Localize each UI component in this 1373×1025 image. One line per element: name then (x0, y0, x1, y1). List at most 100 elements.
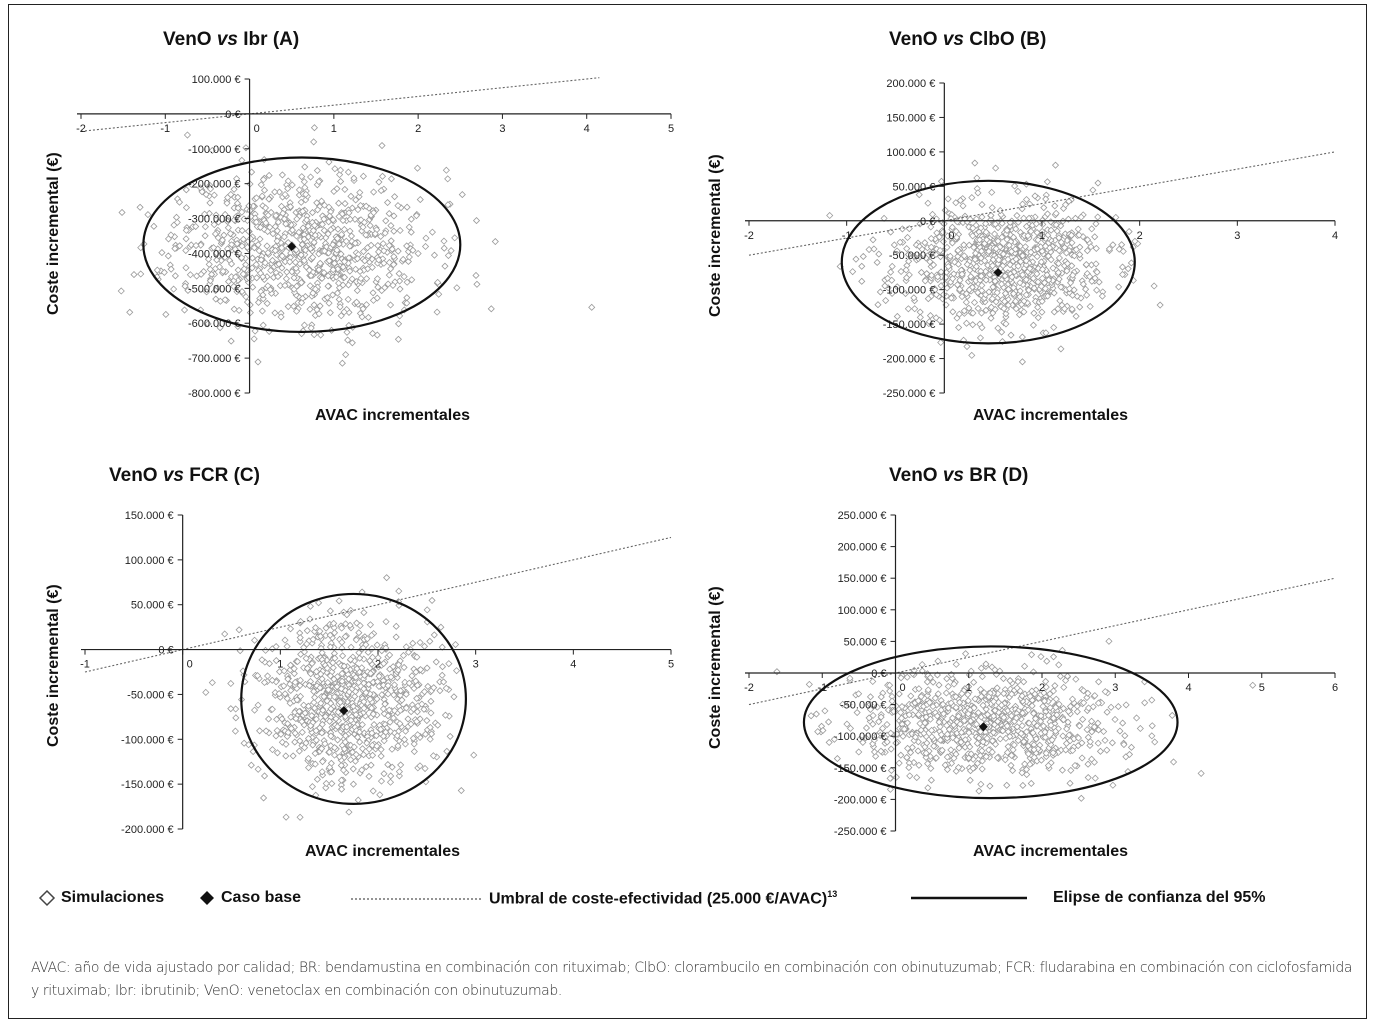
simulation-point (417, 666, 425, 674)
simulation-point (1098, 292, 1106, 300)
simulation-point (951, 258, 959, 266)
simulation-point (457, 786, 465, 795)
simulation-point (1037, 282, 1045, 290)
simulation-point (1063, 725, 1071, 733)
simulation-point (330, 629, 339, 637)
simulation-point (384, 761, 392, 769)
y-tick-label: 150.000 € (886, 112, 935, 124)
simulation-point (923, 270, 931, 278)
simulation-point (278, 244, 286, 252)
simulation-point (384, 712, 392, 720)
simulation-point (390, 227, 398, 235)
simulation-point (939, 228, 947, 236)
x-tick-label: 5 (668, 123, 674, 135)
simulation-point (923, 678, 931, 686)
simulation-point (365, 772, 373, 780)
simulation-point (291, 258, 300, 266)
simulation-point (928, 733, 936, 741)
simulation-point (337, 776, 346, 784)
simulation-point (305, 764, 313, 772)
simulation-point (221, 210, 229, 219)
simulation-point (373, 742, 381, 750)
simulation-point (264, 672, 272, 680)
simulation-point (1085, 704, 1093, 712)
simulation-point (1116, 727, 1124, 735)
simulation-point (396, 226, 404, 235)
simulation-point (318, 649, 326, 657)
simulation-point (1016, 293, 1024, 301)
simulation-point (275, 690, 283, 698)
simulation-point (1032, 735, 1040, 743)
simulation-point (356, 738, 364, 746)
simulation-point (959, 202, 967, 210)
simulation-point (1079, 280, 1087, 288)
simulation-point (278, 715, 286, 723)
simulation-point (1076, 250, 1084, 259)
simulation-point (356, 654, 364, 662)
simulation-point (966, 266, 974, 274)
simulation-point (1024, 232, 1032, 240)
simulation-point (246, 309, 254, 317)
simulation-point (346, 215, 354, 223)
simulation-point (256, 223, 265, 231)
simulation-point (1093, 286, 1101, 294)
simulation-point (329, 291, 337, 299)
simulation-point (1094, 719, 1102, 727)
simulation-point (303, 664, 311, 672)
simulation-point (1079, 715, 1087, 723)
simulation-point (367, 761, 375, 769)
simulation-point (975, 787, 983, 795)
simulation-point (369, 289, 377, 297)
simulation-point (1001, 289, 1010, 297)
simulation-point (221, 296, 229, 304)
simulation-point (238, 208, 246, 216)
simulation-point (251, 327, 259, 335)
simulation-point (830, 735, 838, 743)
simulation-point (956, 285, 964, 293)
simulation-point (386, 651, 394, 659)
simulation-point (327, 768, 335, 776)
simulation-point (240, 215, 248, 223)
simulation-point (334, 225, 342, 233)
simulation-point (976, 728, 985, 736)
simulation-point (297, 251, 305, 259)
simulation-point (1000, 714, 1008, 722)
simulation-point (259, 291, 267, 299)
simulation-point (293, 215, 301, 223)
simulation-point (1013, 211, 1021, 220)
simulation-point (265, 715, 273, 723)
simulation-point (283, 694, 291, 703)
y-tick-label: 100.000 € (192, 74, 241, 86)
simulation-point (256, 727, 264, 735)
simulation-point (922, 254, 930, 262)
simulation-point (364, 313, 372, 322)
simulation-point (428, 596, 436, 604)
simulation-point (1062, 739, 1071, 748)
simulation-point (896, 238, 904, 246)
simulation-point (954, 246, 962, 255)
y-tick-label: -150.000 € (121, 779, 174, 791)
simulation-point (1065, 731, 1073, 739)
simulation-point (969, 764, 977, 772)
simulation-point (1007, 248, 1016, 256)
simulation-point (310, 687, 318, 696)
simulation-point (939, 291, 948, 299)
simulation-point (338, 210, 346, 218)
simulation-point (1006, 261, 1014, 269)
simulation-point (378, 172, 387, 180)
simulation-point (409, 246, 417, 254)
simulation-point (239, 235, 247, 243)
simulation-point (924, 784, 932, 792)
simulation-point (354, 733, 362, 741)
simulation-point (1055, 661, 1063, 669)
simulation-point (997, 701, 1006, 709)
simulation-point (252, 260, 260, 269)
simulation-point (893, 247, 901, 255)
simulation-point (418, 700, 426, 708)
simulation-point (413, 164, 422, 172)
simulation-point (1095, 678, 1103, 686)
simulation-point (985, 247, 993, 255)
simulation-point (1058, 766, 1066, 774)
simulation-point (267, 266, 275, 275)
simulation-point (929, 702, 937, 711)
